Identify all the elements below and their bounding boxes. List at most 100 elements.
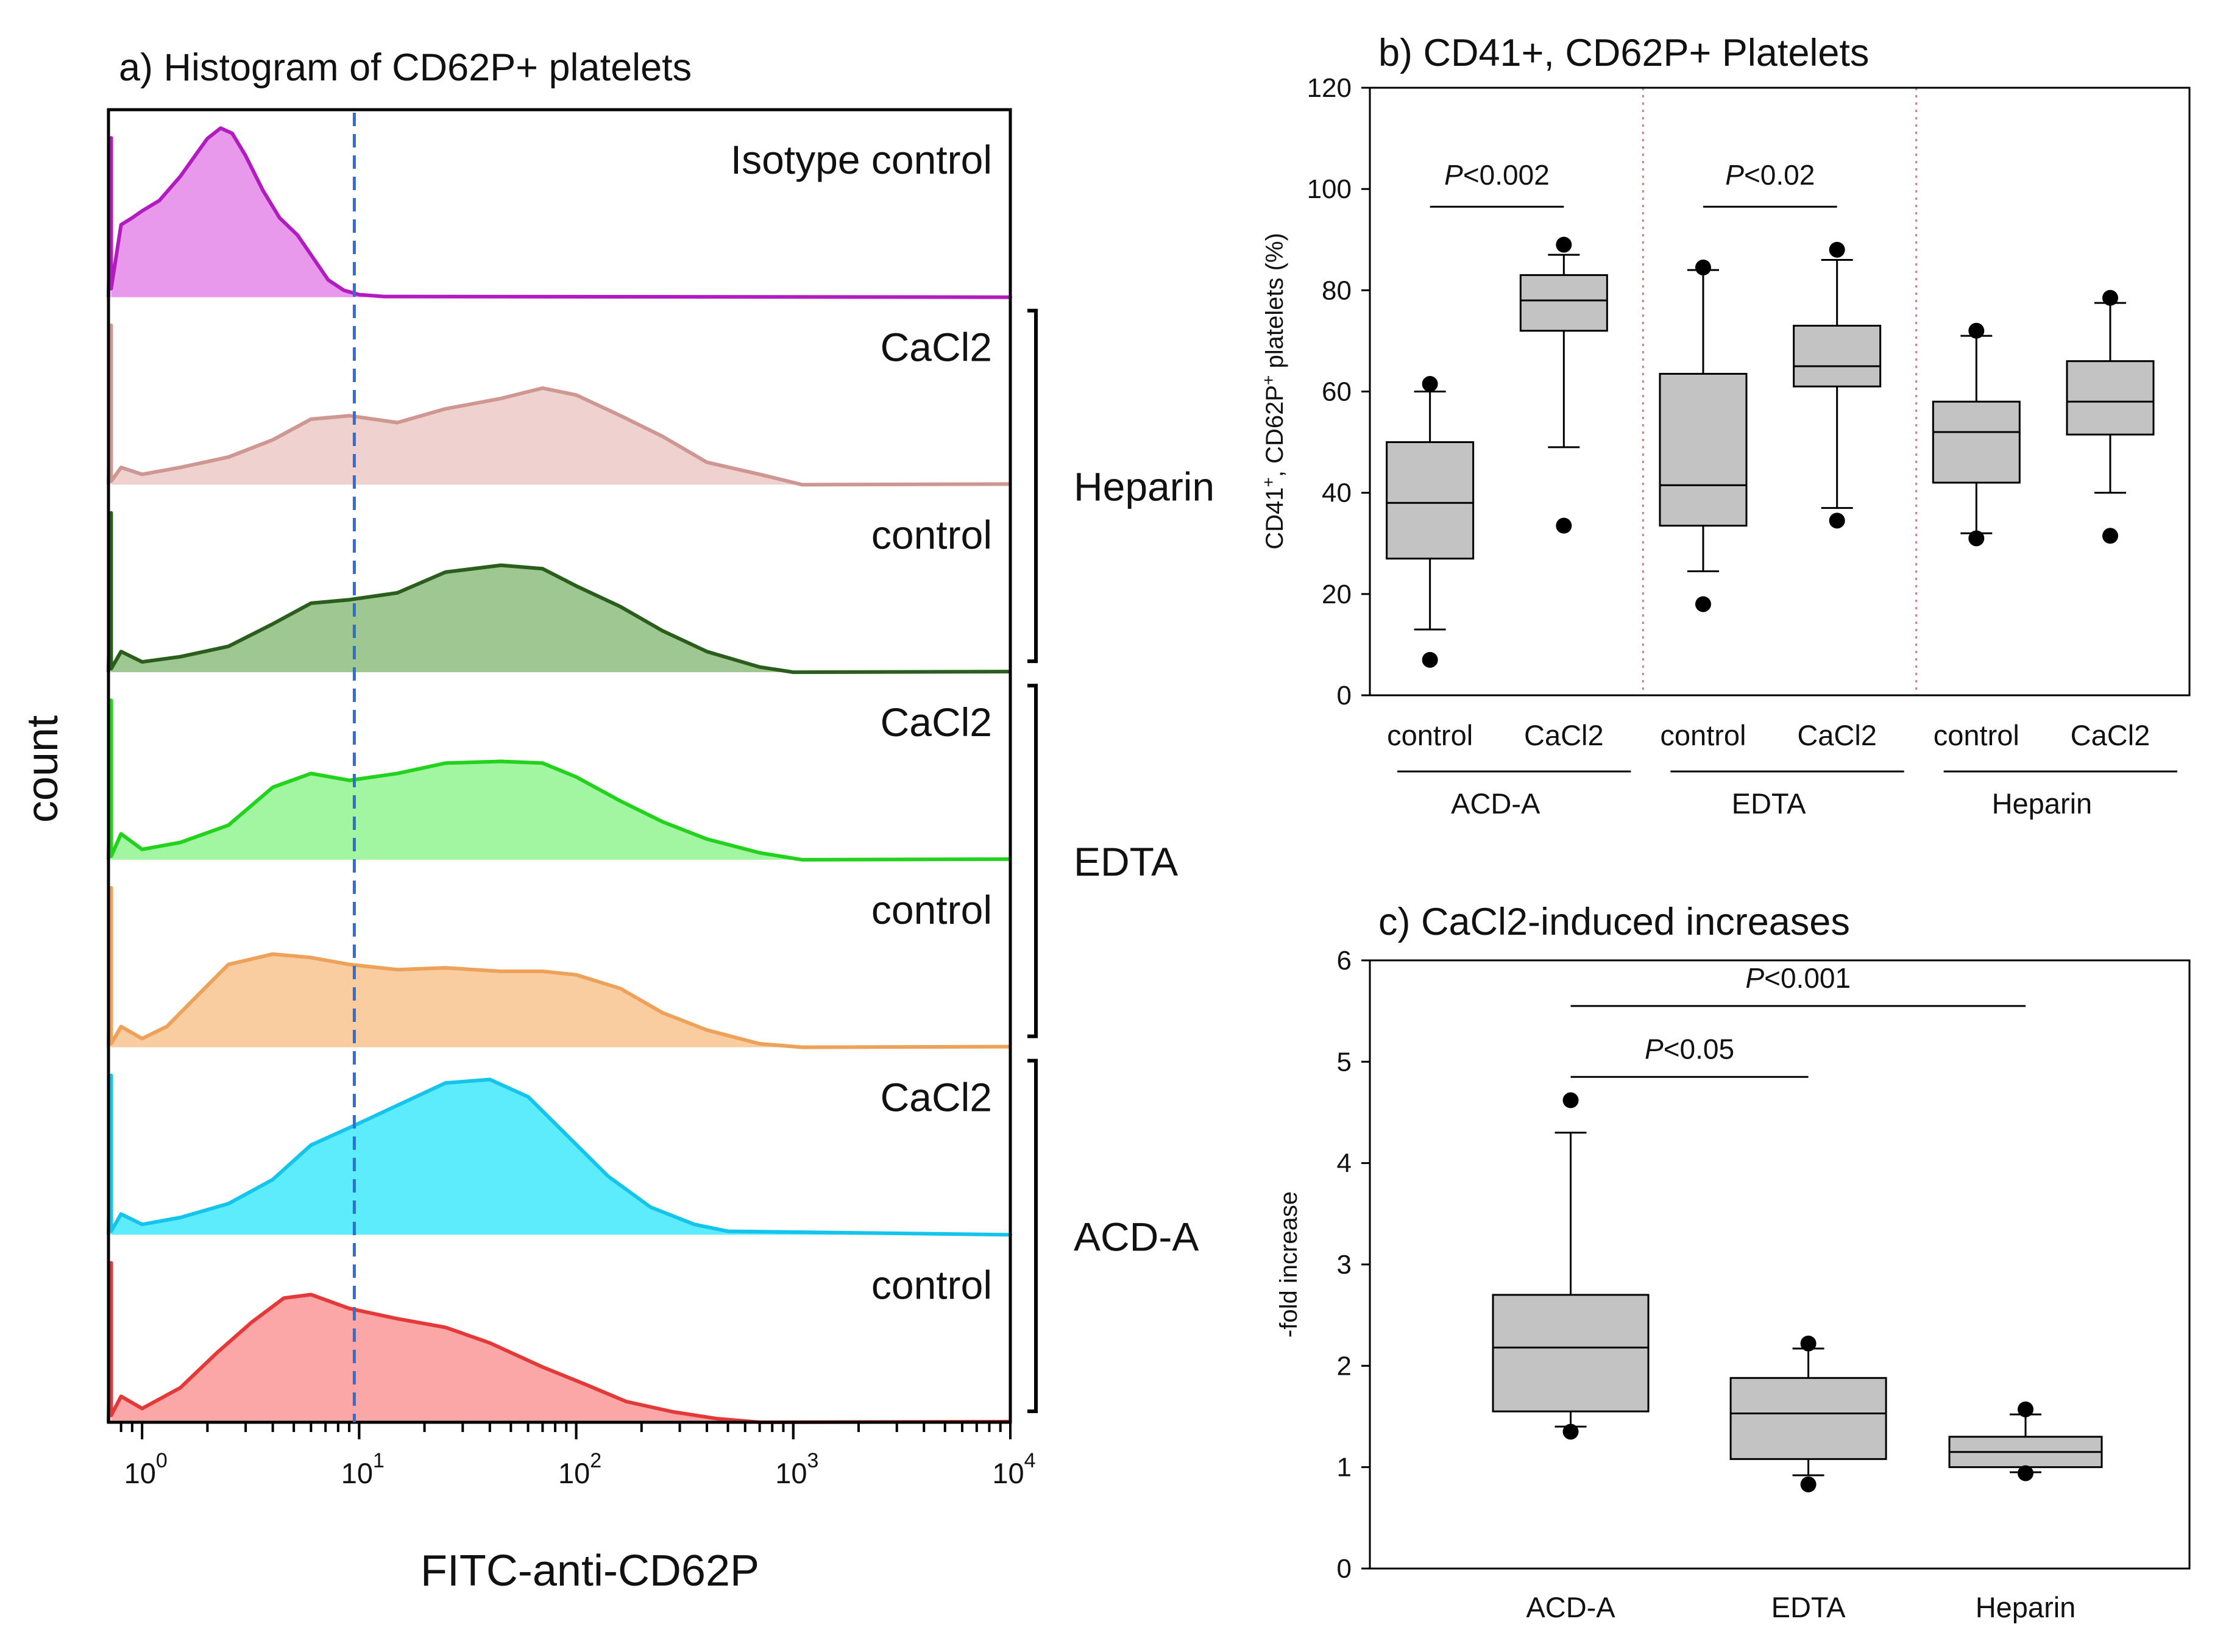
histogram-panel-label-1: CaCl2 bbox=[881, 325, 992, 370]
histogram-x-tick-label-0: 100 bbox=[124, 1449, 168, 1489]
group-bracket-label-0: Heparin bbox=[1074, 464, 1214, 509]
boxplot-b-title: b) CD41+, CD62P+ Platelets bbox=[1378, 32, 1869, 74]
boxplot-b-group-label-2: Heparin bbox=[1992, 787, 2093, 820]
tick-base: 10 bbox=[992, 1457, 1024, 1489]
outlier-point bbox=[1562, 1092, 1579, 1108]
boxplot-b-panel: b) CD41+, CD62P+ Platelets 0 20 40 60 80 100 1… bbox=[1259, 32, 2191, 820]
histogram-panel-1: CaCl2 bbox=[107, 323, 1011, 487]
histogram-fill-3 bbox=[111, 761, 1010, 860]
histogram-fill-0 bbox=[111, 128, 1010, 297]
histogram-fill-4 bbox=[111, 954, 1010, 1048]
outlier-point bbox=[1422, 376, 1438, 392]
outlier-point bbox=[1556, 236, 1572, 253]
histogram-x-tick-label-1: 101 bbox=[341, 1449, 385, 1489]
boxplot-c-box-2 bbox=[1948, 1401, 2103, 1481]
boxplot-b-p-value-0: P<0.002 bbox=[1444, 159, 1550, 191]
histogram-panel-4: control bbox=[107, 886, 1011, 1049]
histogram-panel-label-5: CaCl2 bbox=[881, 1075, 992, 1120]
p-italic: P bbox=[1745, 962, 1764, 994]
boxplot-c-y-tick-label-0: 0 bbox=[1337, 1554, 1352, 1584]
histogram-outline-6 bbox=[107, 1261, 1011, 1424]
group-bracket-2 bbox=[1027, 1058, 1038, 1413]
group-bracket-label-1: EDTA bbox=[1074, 839, 1178, 884]
histogram-panel-label-2: control bbox=[871, 512, 992, 557]
ylabel-part: , CD62P bbox=[1261, 385, 1288, 477]
outlier-point bbox=[1422, 651, 1438, 668]
ylabel-part: CD41 bbox=[1261, 487, 1288, 550]
histogram-x-tick-label-2: 102 bbox=[558, 1449, 601, 1489]
boxplot-b-y-tick-label-3: 60 bbox=[1322, 377, 1352, 407]
boxplot-b-y-tick-label-2: 40 bbox=[1322, 478, 1352, 508]
outlier-point bbox=[2018, 1401, 2033, 1417]
boxplot-b-y-tick-label-4: 80 bbox=[1322, 275, 1352, 305]
histogram-title: a) Histogram of CD62P+ platelets bbox=[119, 46, 692, 89]
p-italic: P bbox=[1725, 159, 1744, 191]
group-bracket-label-2: ACD-A bbox=[1074, 1214, 1199, 1259]
boxplot-b-box-1 bbox=[1519, 236, 1608, 534]
histogram-panel: a) Histogram of CD62P+ platelets Isotype… bbox=[18, 46, 1214, 1595]
boxplot-b-p-value-1: P<0.02 bbox=[1725, 159, 1815, 191]
histogram-panel-label-0: Isotype control bbox=[731, 137, 992, 182]
box-iqr bbox=[1519, 274, 1608, 332]
outlier-point bbox=[2102, 289, 2118, 306]
boxplot-c-y-tick-label-2: 2 bbox=[1337, 1351, 1352, 1381]
outlier-point bbox=[1556, 517, 1572, 534]
ylabel-superscript: + bbox=[1259, 375, 1278, 385]
ylabel-part: platelets (%) bbox=[1261, 233, 1288, 375]
histogram-frame bbox=[107, 108, 1012, 1424]
tick-exponent: 0 bbox=[156, 1449, 168, 1472]
boxplot-c-frame bbox=[1369, 959, 2191, 1570]
p-value: <0.05 bbox=[1664, 1033, 1734, 1065]
outlier-point bbox=[1695, 259, 1711, 275]
histogram-outline-3 bbox=[107, 698, 1011, 862]
boxplot-c-p-value-1: P<0.001 bbox=[1745, 962, 1851, 994]
p-italic: P bbox=[1444, 159, 1463, 191]
group-bracket-1 bbox=[1027, 684, 1038, 1038]
box-iqr bbox=[1932, 400, 2021, 484]
tick-exponent: 4 bbox=[1024, 1449, 1036, 1472]
p-value: <0.001 bbox=[1764, 962, 1851, 994]
boxplot-c-y-tick-label-1: 1 bbox=[1337, 1453, 1352, 1483]
p-italic: P bbox=[1645, 1033, 1664, 1065]
histogram-outline-5 bbox=[107, 1073, 1012, 1237]
histogram-x-tick-label-4: 104 bbox=[992, 1449, 1035, 1489]
boxplot-c-y-tick-label-6: 6 bbox=[1337, 946, 1352, 976]
boxplot-b-box-4 bbox=[1932, 322, 2021, 547]
tick-base: 10 bbox=[775, 1457, 807, 1489]
boxplot-b-box-5 bbox=[2066, 289, 2155, 544]
boxplot-b-category-label-0: control bbox=[1387, 719, 1473, 751]
histogram-outline-2 bbox=[107, 511, 1011, 675]
boxplot-b-y-axis-label-text: CD41+, CD62P+ platelets (%) bbox=[1259, 233, 1288, 550]
box-iqr bbox=[1386, 441, 1475, 560]
tick-exponent: 3 bbox=[807, 1449, 818, 1472]
boxplot-b-category-label-5: CaCl2 bbox=[2071, 719, 2150, 751]
box-iqr bbox=[1492, 1294, 1650, 1413]
boxplot-b-category-label-3: CaCl2 bbox=[1797, 719, 1877, 751]
boxplot-b-box-2 bbox=[1659, 259, 1748, 612]
box-iqr bbox=[1659, 372, 1748, 527]
histogram-y-axis-label: count bbox=[18, 715, 67, 823]
boxplot-b-category-label-2: control bbox=[1660, 719, 1746, 751]
boxplot-b-y-tick-label-5: 100 bbox=[1307, 174, 1352, 204]
p-value: <0.002 bbox=[1463, 159, 1550, 191]
boxplot-b-y-axis-label: CD41+, CD62P+ platelets (%) bbox=[1259, 233, 1288, 550]
histogram-fill-2 bbox=[111, 565, 1010, 673]
boxplot-b-box-0 bbox=[1386, 376, 1475, 668]
tick-base: 10 bbox=[558, 1457, 590, 1489]
boxplot-c-y-tick-label-5: 5 bbox=[1337, 1047, 1352, 1077]
histogram-fill-1 bbox=[111, 388, 1010, 485]
boxplot-c-category-label-1: EDTA bbox=[1771, 1591, 1846, 1623]
histogram-panel-5: CaCl2 bbox=[107, 1073, 1012, 1237]
box-iqr bbox=[1729, 1377, 1887, 1460]
boxplot-c-p-value-0: P<0.05 bbox=[1645, 1033, 1734, 1065]
boxplot-c-box-0 bbox=[1492, 1092, 1650, 1440]
boxplot-b-y-tick-label-1: 20 bbox=[1322, 580, 1352, 609]
boxplot-b-group-label-1: EDTA bbox=[1732, 787, 1807, 820]
boxplot-b-y-tick-label-6: 120 bbox=[1307, 73, 1352, 103]
histogram-outline-4 bbox=[107, 886, 1011, 1049]
boxplot-c-y-tick-label-4: 4 bbox=[1337, 1149, 1352, 1179]
box-iqr bbox=[2066, 360, 2155, 436]
histogram-outline-1 bbox=[107, 323, 1011, 487]
outlier-point bbox=[1968, 322, 1985, 339]
histogram-panel-2: control bbox=[107, 511, 1011, 675]
